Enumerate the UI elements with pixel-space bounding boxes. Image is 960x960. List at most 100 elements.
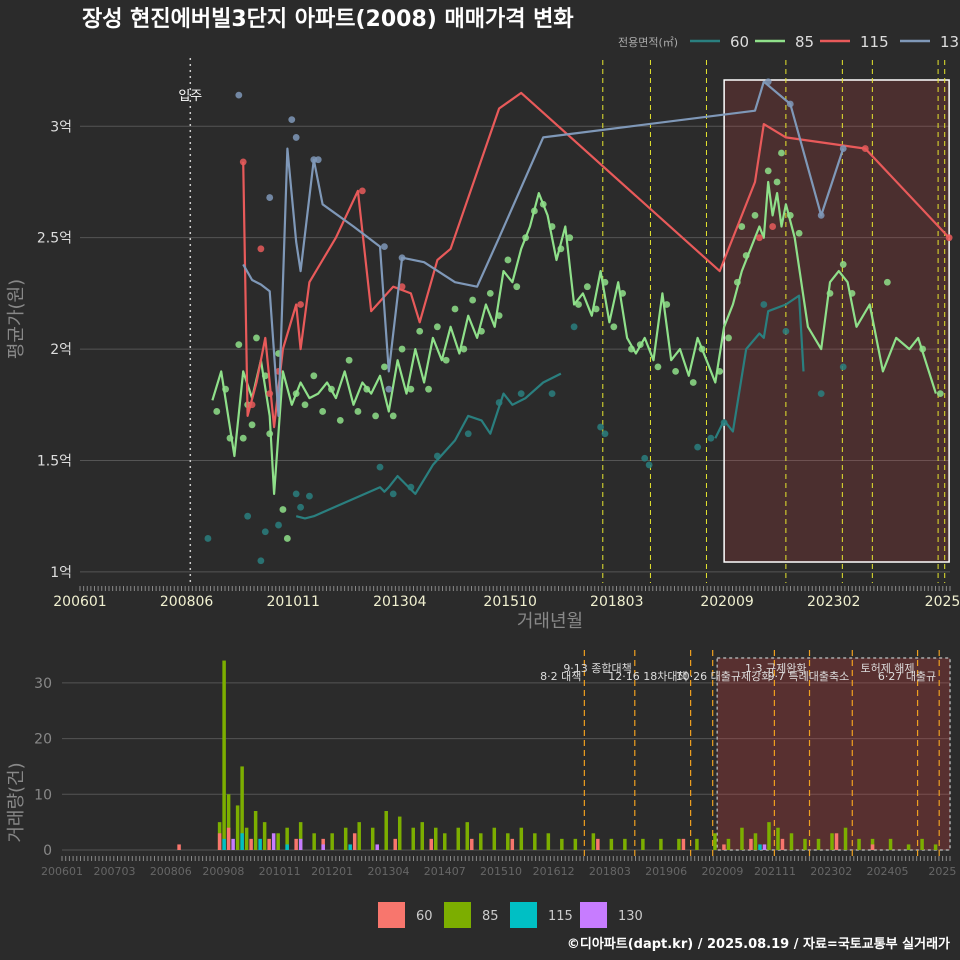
data-point-60 <box>817 390 825 398</box>
volume-bar <box>695 838 699 850</box>
data-point-85 <box>738 223 746 230</box>
volume-bar <box>384 811 388 850</box>
data-point-85 <box>310 372 318 380</box>
data-point-130 <box>292 134 300 141</box>
data-point-60 <box>306 492 313 500</box>
data-point-85 <box>451 305 459 313</box>
volume-bar <box>843 827 848 850</box>
volume-bar <box>249 838 253 850</box>
volume-bar <box>762 844 767 850</box>
series-line-60 <box>295 372 562 520</box>
volume-bar <box>726 838 731 850</box>
bar-y-tick-label: 0 <box>43 843 52 859</box>
bar-x-tick-label: 201803 <box>589 865 631 878</box>
x-tick-label: 200806 <box>160 594 214 610</box>
volume-bar <box>713 833 717 850</box>
volume-bar <box>609 838 614 850</box>
data-point-115 <box>756 234 763 242</box>
volume-bar <box>434 827 438 850</box>
bar-x-tick-label: 200908 <box>202 865 244 878</box>
data-point-60 <box>275 521 282 529</box>
volume-bar <box>226 827 231 850</box>
data-point-85 <box>486 289 494 297</box>
data-point-60 <box>597 423 604 431</box>
volume-bar <box>546 833 551 850</box>
volume-bar <box>753 833 758 850</box>
volume-bar <box>240 833 244 850</box>
series-line-85 <box>211 180 937 495</box>
bar-x-tick-label: 202009 <box>701 865 743 878</box>
volume-bar <box>420 822 424 850</box>
volume-bar <box>235 805 240 850</box>
y-tick-label: 2.5억 <box>37 231 72 247</box>
volume-bar <box>343 827 348 850</box>
x-axis-title: 거래년월 <box>517 611 583 632</box>
data-point-85 <box>433 323 441 331</box>
bar-recent-period-box <box>716 657 951 851</box>
x-tick-label: 200601 <box>53 594 106 610</box>
legend-box-60 <box>378 902 405 928</box>
volume-bar <box>623 838 627 850</box>
volume-bar <box>393 838 397 850</box>
legend-text-130: 130 <box>618 909 643 924</box>
legend-bottom: 60 85 115 130 <box>378 902 643 928</box>
data-point-85 <box>345 356 353 364</box>
volume-bar <box>722 844 726 850</box>
data-point-115 <box>769 223 777 230</box>
data-point-115 <box>297 301 304 308</box>
data-point-85 <box>248 421 256 429</box>
bar-event-label: 9·13 종합대책 <box>563 662 631 675</box>
series-line-130 <box>242 80 845 417</box>
bar-x-tick-label: 201510 <box>480 865 522 878</box>
bar-y-tick-label: 10 <box>34 787 52 803</box>
legend-text-115: 115 <box>548 909 573 924</box>
data-point-85 <box>751 212 759 219</box>
data-point-130 <box>266 194 274 201</box>
data-point-85 <box>672 367 679 375</box>
volume-bar <box>226 794 231 850</box>
data-point-85 <box>936 390 944 398</box>
volume-bar <box>348 844 352 850</box>
footer-credit: ©디아파트(dapt.kr) / 2025.08.19 / 자료=국토교통부 실… <box>567 936 950 952</box>
data-point-85 <box>460 345 468 353</box>
data-point-85 <box>301 401 309 409</box>
data-point-85 <box>283 535 291 542</box>
data-point-85 <box>425 385 432 393</box>
data-point-85 <box>469 296 477 304</box>
move-in-label: 입주 <box>178 89 202 104</box>
legend-text-60: 60 <box>416 909 433 924</box>
bar-x-tick-label: 201906 <box>645 865 687 878</box>
volume-bar <box>276 833 280 850</box>
data-point-60 <box>389 490 397 498</box>
volume-bar <box>352 833 357 850</box>
data-point-60 <box>204 535 212 542</box>
volume-bar <box>271 833 276 850</box>
data-point-85 <box>381 363 388 371</box>
y-tick-label: 1.5억 <box>37 453 72 469</box>
bar-y-tick-label: 20 <box>34 732 52 748</box>
volume-bar <box>767 822 771 850</box>
data-point-60 <box>760 301 768 308</box>
volume-bar <box>857 838 861 850</box>
volume-bar <box>262 822 267 850</box>
main-plot: 1억 1.5억 2억 2.5억 3억 200601 200806 201011 201304 20… <box>6 58 960 632</box>
data-point-60 <box>570 323 578 331</box>
data-point-130 <box>235 91 243 99</box>
bar-event-label: 6·27 대출규 <box>878 670 936 683</box>
volume-bar <box>906 844 911 850</box>
volume-bar <box>677 838 681 850</box>
y-tick-label: 2억 <box>50 342 72 358</box>
bar-x-tick-label: 202111 <box>754 865 796 878</box>
volume-bar <box>375 844 379 850</box>
volume-bar <box>506 833 510 850</box>
volume-bar <box>294 838 298 850</box>
data-point-85 <box>689 379 697 386</box>
volume-bar <box>470 838 474 850</box>
volume-bar <box>370 827 375 850</box>
volume-bar <box>834 833 839 850</box>
volume-bar <box>933 844 938 850</box>
x-tick-label: 2025 <box>925 594 960 610</box>
data-point-85 <box>253 334 260 342</box>
